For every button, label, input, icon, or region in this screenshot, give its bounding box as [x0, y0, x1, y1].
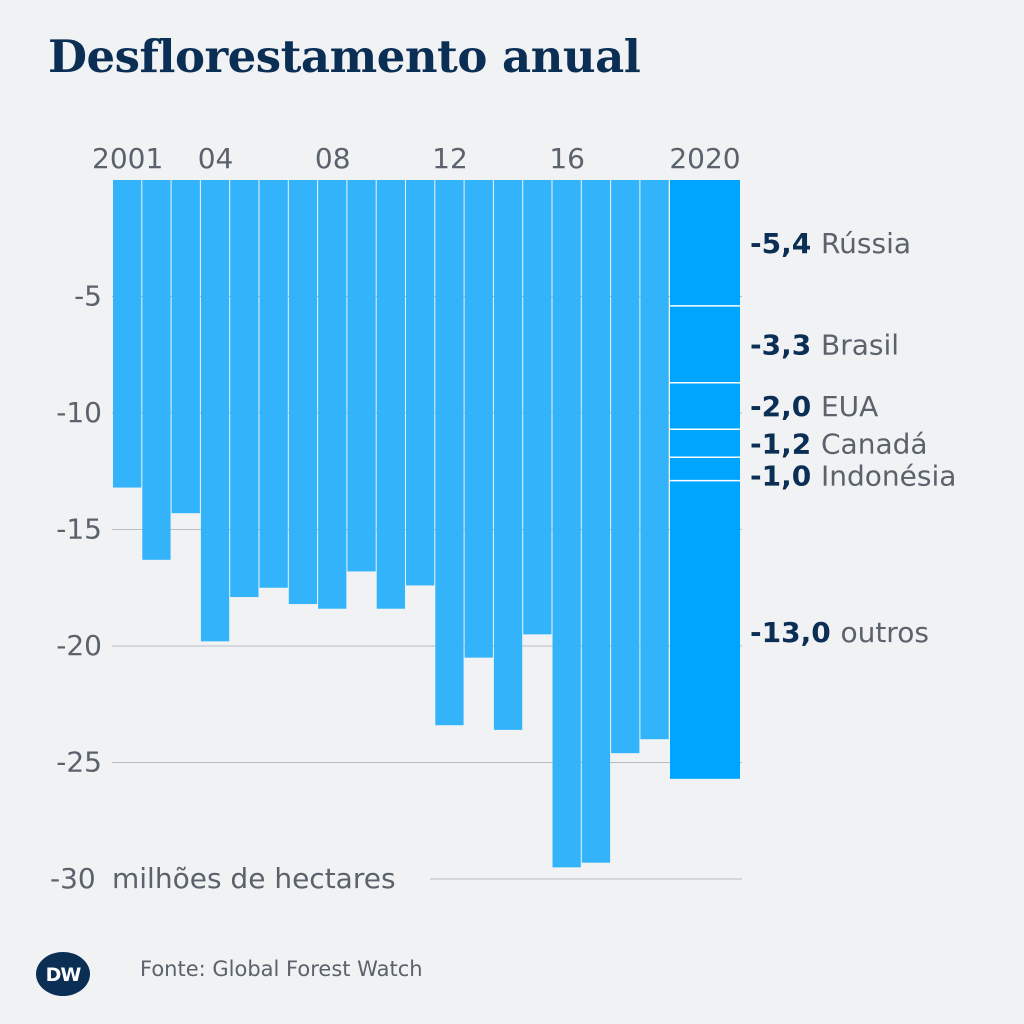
bar-2014 [493, 180, 523, 730]
breakdown-value: -3,3 [750, 328, 821, 361]
bar-2011 [406, 180, 435, 586]
bar-2006 [259, 180, 288, 588]
breakdown-label-0: -5,4 Rússia [750, 227, 911, 260]
y-tick-label: -10 [56, 396, 102, 429]
breakdown-name: Brasil [821, 328, 899, 361]
bar-2003 [171, 180, 200, 514]
bar-2002 [142, 180, 171, 560]
breakdown-label-4: -1,0 Indonésia [750, 459, 956, 492]
breakdown-name: Rússia [821, 227, 911, 260]
bar-2010 [376, 180, 405, 609]
bar-2005 [230, 180, 259, 598]
breakdown-value: -5,4 [750, 227, 821, 260]
x-tick-label: 04 [198, 142, 234, 175]
x-tick-label: 12 [432, 142, 468, 175]
bar-2015 [523, 180, 552, 635]
bar-2020 [670, 180, 740, 779]
x-tick-label: 08 [315, 142, 351, 175]
breakdown-value: -1,2 [750, 427, 821, 460]
x-tick-label: 16 [549, 142, 585, 175]
breakdown-name: outros [840, 616, 928, 649]
bar-2016 [552, 180, 581, 868]
dw-logo-text: DW [45, 963, 82, 986]
breakdown-name: EUA [821, 390, 878, 423]
y-tick-label: -20 [56, 629, 102, 662]
bar-2001 [113, 180, 142, 488]
breakdown-label-5: -13,0 outros [750, 616, 929, 649]
breakdown-value: -1,0 [750, 459, 821, 492]
bar-2017 [581, 180, 611, 863]
bar-2013 [464, 180, 493, 658]
x-tick-label: 2001 [92, 142, 163, 175]
y-tick-label: -15 [56, 513, 102, 546]
breakdown-label-2: -2,0 EUA [750, 390, 878, 423]
bar-2004 [200, 180, 230, 642]
y-tick-label: -5 [74, 280, 102, 313]
y-axis-unit-label: milhões de hectares [112, 862, 396, 895]
bar-2019 [640, 180, 669, 740]
breakdown-value: -2,0 [750, 390, 821, 423]
bar-2007 [288, 180, 318, 605]
bar-2012 [435, 180, 464, 726]
breakdown-label-3: -1,2 Canadá [750, 427, 928, 460]
bar-2008 [318, 180, 347, 609]
chart-title: Desflorestamento anual [48, 30, 641, 83]
dw-logo: DW [36, 952, 90, 996]
breakdown-value: -13,0 [750, 616, 840, 649]
bar-2009 [347, 180, 376, 572]
breakdown-name: Indonésia [821, 459, 956, 492]
y-tick-label: -25 [56, 746, 102, 779]
bar-2018 [611, 180, 640, 754]
y-tick-label: -30 [50, 862, 96, 895]
breakdown-label-1: -3,3 Brasil [750, 328, 899, 361]
breakdown-name: Canadá [821, 427, 928, 460]
x-tick-label: 2020 [669, 142, 740, 175]
source-note: Fonte: Global Forest Watch [140, 957, 423, 981]
